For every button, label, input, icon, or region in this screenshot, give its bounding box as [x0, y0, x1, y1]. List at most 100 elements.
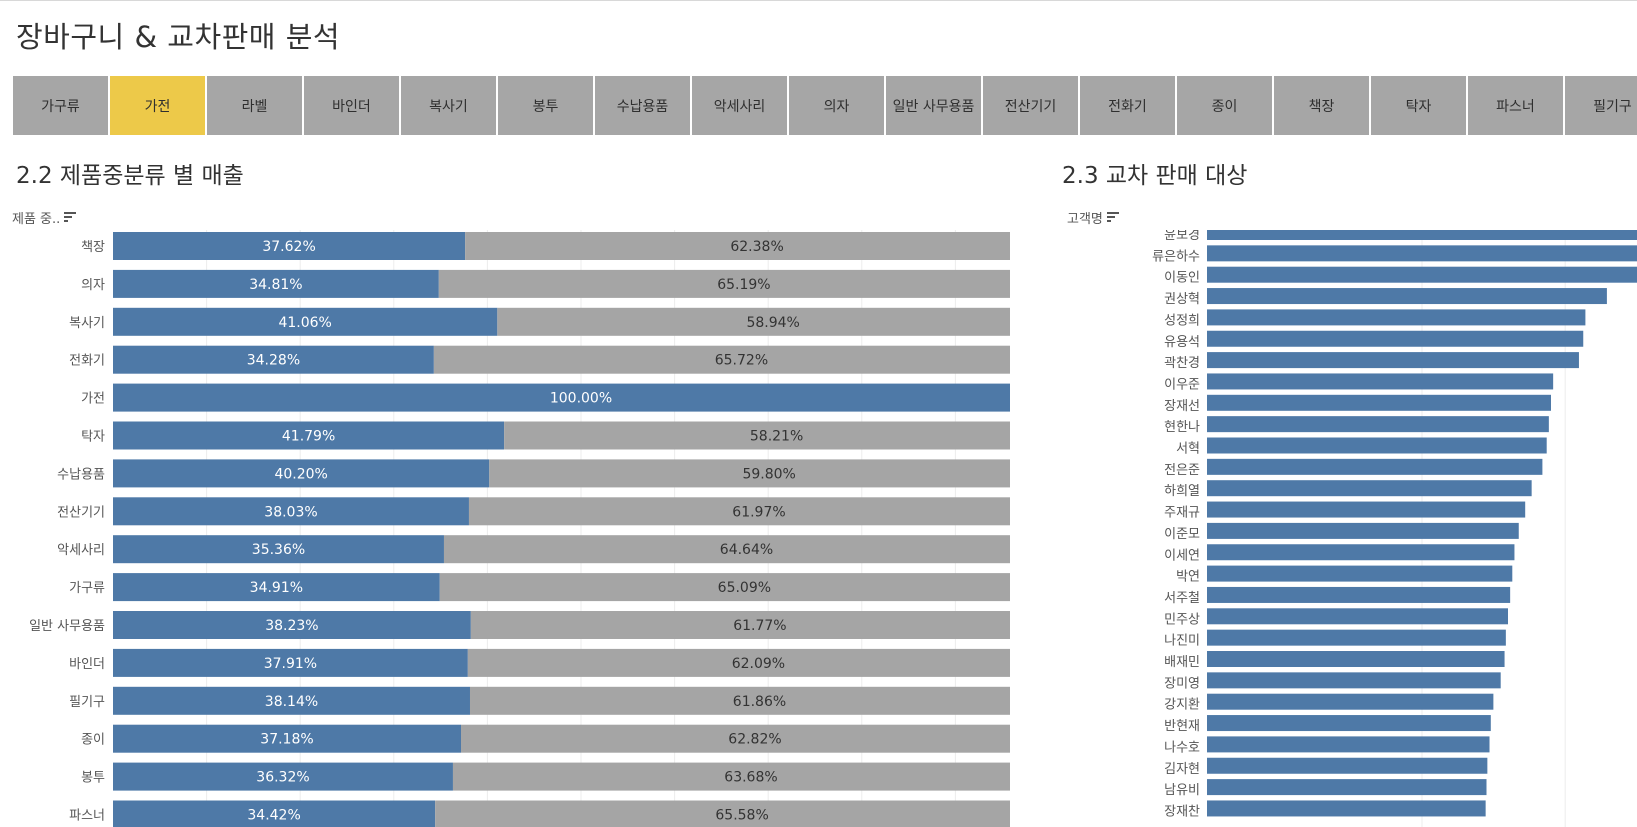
bar-segment[interactable]: [113, 800, 436, 827]
category-label: 종이: [81, 733, 105, 748]
customer-bar[interactable]: [1207, 565, 1513, 582]
customer-bar[interactable]: [1207, 480, 1532, 497]
category-label: 봉투: [81, 771, 105, 786]
bar-segment[interactable]: [465, 232, 1010, 260]
bar-segment[interactable]: [113, 345, 434, 374]
bar-segment[interactable]: [435, 800, 1010, 827]
filter-button[interactable]: 라벨: [207, 76, 304, 135]
filter-button[interactable]: 필기구: [1565, 76, 1637, 135]
bar-segment[interactable]: [439, 573, 1010, 602]
bar-segment[interactable]: [443, 535, 1010, 564]
filter-button[interactable]: 가전: [110, 76, 207, 135]
customer-bar[interactable]: [1207, 629, 1506, 646]
data-label: 34.42%: [247, 808, 300, 824]
customer-bar[interactable]: [1207, 352, 1579, 369]
customer-bar[interactable]: [1207, 245, 1637, 262]
customer-label: 윤보경: [1164, 230, 1200, 243]
customer-bar[interactable]: [1207, 736, 1490, 753]
bar-segment[interactable]: [113, 269, 439, 298]
filter-button[interactable]: 바인더: [304, 76, 401, 135]
customer-bar[interactable]: [1207, 288, 1607, 305]
customer-bar[interactable]: [1207, 757, 1488, 774]
customer-bar[interactable]: [1207, 330, 1584, 347]
customer-bar[interactable]: [1207, 693, 1494, 710]
sort-icon[interactable]: [1106, 212, 1119, 223]
customer-label: 김자현: [1164, 762, 1200, 777]
bar-segment[interactable]: [433, 345, 1010, 374]
category-label: 탁자: [81, 430, 105, 445]
customer-bar[interactable]: [1207, 266, 1637, 283]
bar-segment[interactable]: [461, 724, 1010, 753]
bar-segment[interactable]: [469, 686, 1010, 715]
customer-bar[interactable]: [1207, 501, 1526, 518]
bar-segment[interactable]: [113, 535, 444, 564]
data-label: 34.28%: [247, 353, 300, 369]
bar-segment[interactable]: [113, 724, 462, 753]
customer-bar[interactable]: [1207, 230, 1637, 240]
customer-bar[interactable]: [1207, 458, 1543, 475]
filter-button[interactable]: 전화기: [1080, 76, 1177, 135]
bar-segment[interactable]: [504, 421, 1010, 450]
filter-button[interactable]: 가구류: [13, 76, 110, 135]
filter-button[interactable]: 책장: [1274, 76, 1371, 135]
dashboard-title: 장바구니 & 교차판매 분석: [16, 20, 341, 54]
category-label: 파스너: [69, 809, 105, 824]
bar-segment[interactable]: [113, 421, 505, 450]
filter-button[interactable]: 종이: [1177, 76, 1274, 135]
filter-button[interactable]: 수납용품: [595, 76, 692, 135]
category-filter-bar: 가구류 가전 라벨 바인더 복사기 봉투 수납용품 악세사리 의자 일반 사무용품 전산기기 전화기 종…: [13, 76, 1637, 135]
filter-button[interactable]: 의자: [789, 76, 886, 135]
category-label: 책장: [81, 240, 105, 255]
customer-bar[interactable]: [1207, 373, 1554, 390]
filter-button[interactable]: 일반 사무용품: [886, 76, 983, 135]
customer-bar[interactable]: [1207, 544, 1515, 561]
customer-bar[interactable]: [1207, 416, 1549, 433]
data-label: 65.72%: [715, 353, 768, 369]
customer-bar[interactable]: [1207, 672, 1501, 689]
data-label: 38.14%: [265, 694, 318, 710]
data-label: 38.23%: [265, 618, 318, 634]
filter-button[interactable]: 파스너: [1468, 76, 1565, 135]
bar-segment[interactable]: [113, 648, 468, 677]
customer-bar[interactable]: [1207, 437, 1547, 454]
customer-bar[interactable]: [1207, 586, 1511, 603]
bar-segment[interactable]: [467, 648, 1010, 677]
customer-bar[interactable]: [1207, 800, 1486, 817]
customer-bar[interactable]: [1207, 715, 1491, 732]
sort-icon[interactable]: [64, 212, 77, 223]
category-label: 바인더: [69, 657, 105, 672]
bar-segment[interactable]: [438, 269, 1010, 298]
bar-segment[interactable]: [113, 232, 466, 260]
right-axis-header[interactable]: 고객명: [1067, 208, 1119, 227]
left-axis-header[interactable]: 제품 중..: [12, 208, 77, 227]
section-title-sales: 2.2 제품중분류 별 매출: [16, 163, 244, 189]
customer-bar[interactable]: [1207, 309, 1586, 326]
customer-label: 남유비: [1164, 783, 1200, 798]
filter-button[interactable]: 봉투: [498, 76, 595, 135]
bar-segment[interactable]: [113, 573, 440, 602]
customer-label: 민주상: [1164, 612, 1200, 627]
bar-segment[interactable]: [468, 497, 1010, 526]
filter-button[interactable]: 탁자: [1371, 76, 1468, 135]
bar-segment[interactable]: [113, 762, 453, 791]
customer-label: 나진미: [1164, 634, 1200, 649]
bar-segment[interactable]: [470, 611, 1010, 639]
bar-segment[interactable]: [113, 383, 1010, 412]
bar-segment[interactable]: [489, 459, 1010, 488]
bar-segment[interactable]: [113, 497, 469, 526]
bar-segment[interactable]: [113, 611, 471, 639]
bar-segment[interactable]: [497, 307, 1010, 336]
customer-bar[interactable]: [1207, 608, 1508, 625]
bar-segment[interactable]: [113, 459, 490, 488]
customer-bar[interactable]: [1207, 394, 1551, 411]
filter-button[interactable]: 전산기기: [983, 76, 1080, 135]
data-label: 59.80%: [742, 466, 795, 482]
bar-segment[interactable]: [113, 307, 498, 336]
filter-button[interactable]: 악세사리: [692, 76, 789, 135]
customer-bar[interactable]: [1207, 779, 1487, 796]
filter-button[interactable]: 복사기: [401, 76, 498, 135]
customer-bar[interactable]: [1207, 651, 1505, 667]
bar-segment[interactable]: [452, 762, 1010, 791]
bar-segment[interactable]: [113, 686, 470, 715]
customer-bar[interactable]: [1207, 522, 1519, 539]
